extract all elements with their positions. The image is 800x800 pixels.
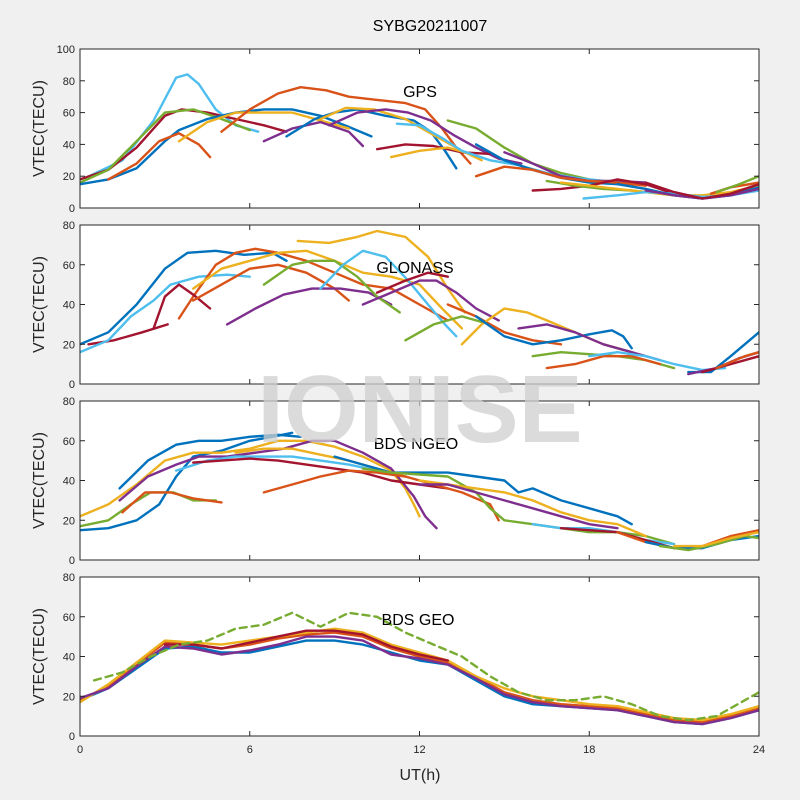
watermark-text: IONISE: [257, 356, 582, 463]
panel-2: 0 20 40 60 80 VTEC(TECU) GLONASS: [31, 220, 760, 391]
x-axis-label: UT(h): [400, 767, 441, 784]
series-line: [191, 457, 449, 490]
series-line: [84, 73, 260, 180]
series-line: [545, 355, 662, 370]
series-line: [121, 491, 223, 514]
panel-label: BDS GEO: [382, 612, 455, 629]
series-line: [80, 108, 288, 181]
x-tick-label: 6: [247, 744, 253, 756]
y-tick-label: 80: [63, 396, 75, 408]
series-line: [152, 283, 212, 330]
y-tick-label: 60: [63, 260, 75, 272]
x-tick-label: 12: [413, 744, 425, 756]
x-tick-label: 24: [753, 744, 765, 756]
y-tick-label: 20: [63, 171, 75, 183]
series-line: [644, 181, 759, 200]
series-line: [517, 323, 662, 362]
series-line: [225, 287, 393, 326]
series-line: [446, 303, 563, 346]
series-line: [715, 351, 759, 370]
series-line: [107, 132, 212, 181]
series-group: [80, 73, 759, 200]
series-group: [80, 229, 759, 376]
panel-4: 0 20 40 60 80 0 6 12 18 24 VTEC(TECU) BDS GEO: [31, 572, 765, 756]
series-line: [715, 174, 759, 194]
series-line: [285, 108, 458, 170]
series-line: [418, 479, 647, 538]
series-line: [80, 635, 759, 726]
y-axis-label: VTEC(TECU): [31, 256, 48, 353]
y-tick-label: 40: [63, 300, 75, 312]
series-line: [390, 146, 472, 159]
y-tick-label: 80: [63, 220, 75, 232]
y-tick-label: 40: [63, 476, 75, 488]
series-line: [80, 249, 288, 346]
series-line: [80, 273, 252, 354]
series-line: [118, 439, 438, 530]
y-tick-label: 100: [57, 44, 75, 56]
y-tick-label: 80: [63, 76, 75, 88]
panel-label: GPS: [403, 84, 437, 101]
series-line: [404, 315, 492, 342]
series-line: [658, 534, 759, 552]
y-tick-label: 0: [69, 555, 75, 567]
y-tick-label: 60: [63, 436, 75, 448]
y-tick-label: 60: [63, 612, 75, 624]
panel-label: GLONASS: [376, 260, 453, 277]
series-line: [262, 259, 401, 314]
series-line: [296, 229, 466, 314]
chart-title: SYBG20211007: [373, 18, 488, 35]
y-tick-label: 20: [63, 515, 75, 527]
series-line: [361, 279, 500, 322]
series-group: [80, 431, 759, 552]
y-axis-label: VTEC(TECU): [31, 80, 48, 177]
panel-3: 0 20 40 60 80 VTEC(TECU) BDS NGEO: [31, 396, 760, 567]
series-line: [163, 629, 449, 662]
series-line: [701, 355, 759, 374]
y-tick-label: 0: [69, 731, 75, 743]
y-tick-label: 0: [69, 379, 75, 391]
series-line: [418, 483, 619, 530]
series-line: [672, 531, 759, 548]
series-group: [80, 611, 759, 726]
series-line: [474, 165, 647, 187]
series-line: [177, 111, 350, 143]
panel-label: BDS NGEO: [374, 436, 458, 453]
y-tick-label: 60: [63, 108, 75, 120]
series-line: [474, 315, 633, 350]
series-line: [92, 611, 759, 722]
series-line: [327, 108, 523, 165]
y-axis-label: VTEC(TECU): [31, 608, 48, 705]
y-tick-label: 40: [63, 652, 75, 664]
y-axis-label: VTEC(TECU): [31, 432, 48, 529]
y-tick-label: 20: [63, 339, 75, 351]
y-tick-label: 0: [69, 203, 75, 215]
series-line: [220, 85, 472, 165]
x-tick-label: 18: [583, 744, 595, 756]
series-line: [375, 271, 449, 294]
y-tick-label: 20: [63, 691, 75, 703]
panel-1: 0 20 40 60 80 100 VTEC(TECU) GPS: [31, 44, 760, 215]
y-tick-label: 80: [63, 572, 75, 584]
series-line: [262, 469, 500, 522]
series-line: [262, 120, 365, 148]
series-line: [80, 431, 294, 532]
x-tick-label: 0: [77, 744, 83, 756]
series-line: [118, 433, 302, 490]
series-line: [80, 108, 252, 184]
y-tick-label: 40: [63, 139, 75, 151]
